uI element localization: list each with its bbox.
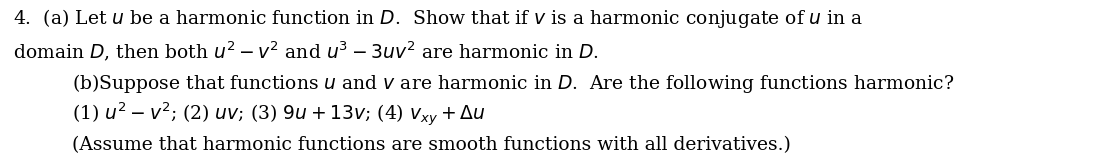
Text: domain $D$, then both $u^2 - v^2$ and $u^3 - 3uv^2$ are harmonic in $D$.: domain $D$, then both $u^2 - v^2$ and $u… bbox=[13, 39, 600, 63]
Text: (b)Suppose that functions $u$ and $v$ are harmonic in $D$.  Are the following fu: (b)Suppose that functions $u$ and $v$ ar… bbox=[72, 72, 955, 95]
Text: (1) $u^2 - v^2$; (2) $uv$; (3) $9u + 13v$; (4) $v_{xy} + \Delta u$: (1) $u^2 - v^2$; (2) $uv$; (3) $9u + 13v… bbox=[72, 101, 486, 129]
Text: (Assume that harmonic functions are smooth functions with all derivatives.): (Assume that harmonic functions are smoo… bbox=[72, 137, 791, 155]
Text: 4.  (a) Let $u$ be a harmonic function in $D$.  Show that if $v$ is a harmonic c: 4. (a) Let $u$ be a harmonic function in… bbox=[13, 7, 864, 30]
